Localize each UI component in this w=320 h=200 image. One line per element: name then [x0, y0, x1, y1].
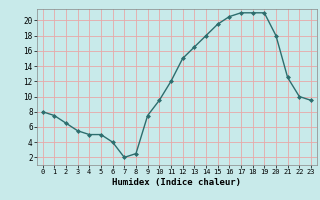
X-axis label: Humidex (Indice chaleur): Humidex (Indice chaleur)	[112, 178, 241, 187]
